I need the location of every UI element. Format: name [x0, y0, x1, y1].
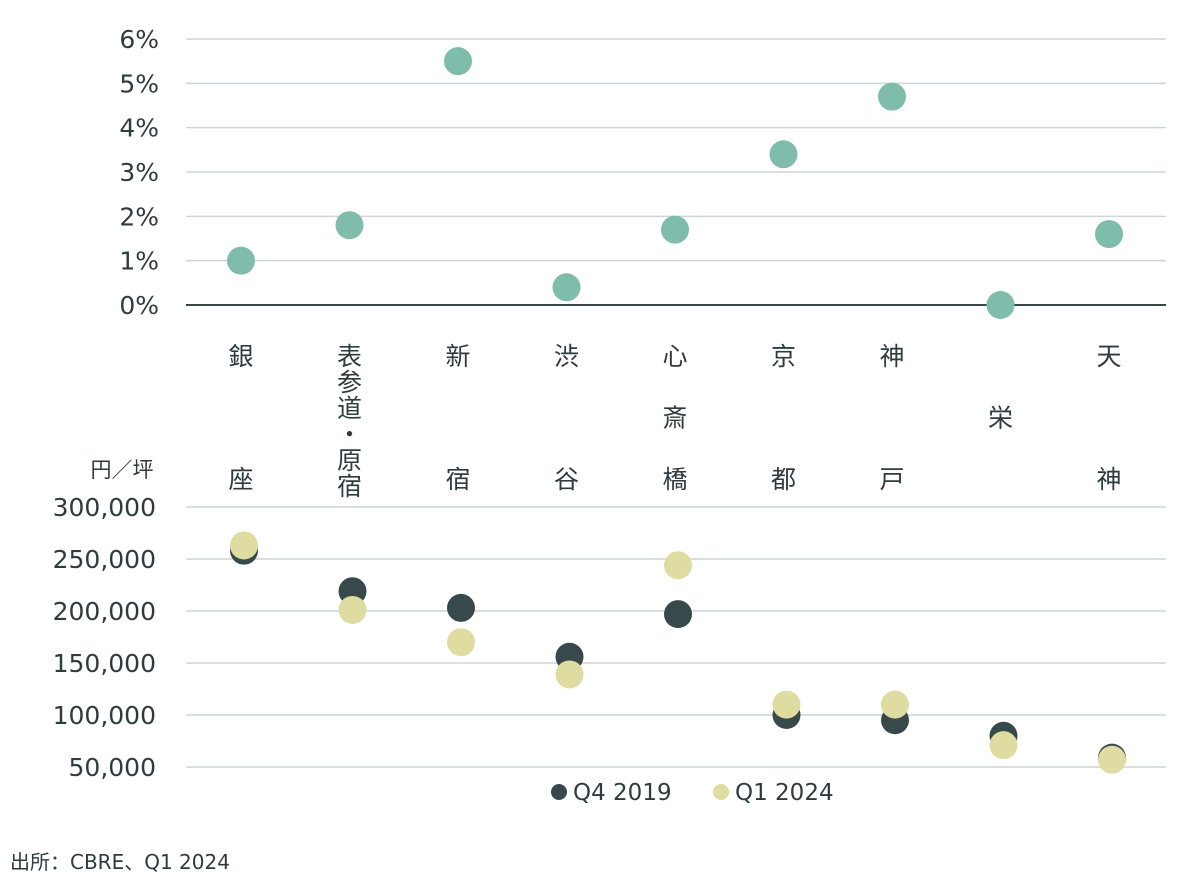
top-point-1	[335, 211, 364, 240]
top-chart-y-axis: 6% 5% 4% 3% 2% 1% 0%	[119, 25, 159, 320]
bottom-y-tick-label: 200,000	[53, 597, 156, 626]
top-point-3	[552, 273, 581, 302]
bottom-y-tick-label: 150,000	[53, 649, 156, 678]
legend: Q4 2019 Q1 2024	[551, 780, 834, 806]
bottom-point-Q1-2024-4	[664, 551, 692, 580]
top-chart-grid	[186, 38, 1166, 306]
top-y-tick-label: 1%	[119, 247, 159, 276]
legend-label-q4-2019: Q4 2019	[573, 780, 672, 806]
category-label-0: 銀座	[228, 342, 253, 494]
top-y-tick-label: 0%	[119, 291, 159, 320]
category-label-7: 栄	[988, 404, 1013, 433]
bottom-point-Q1-2024-5	[772, 690, 801, 719]
top-point-7	[986, 291, 1015, 319]
top-point-5	[769, 140, 798, 169]
source-note: 出所：CBRE、Q1 2024	[10, 850, 230, 874]
bottom-chart-unit-label: 円／坪	[91, 458, 154, 482]
top-point-4	[661, 215, 689, 244]
legend-swatch-q1-2024	[713, 784, 729, 800]
category-label-4: 心斎橋	[662, 342, 687, 494]
bottom-point-Q1-2024-2	[447, 628, 475, 657]
bottom-chart-grid	[186, 506, 1166, 768]
bottom-chart-y-axis: 300,000 250,000 200,000 150,000 100,000 50,00…	[53, 493, 156, 782]
top-y-tick-label: 5%	[119, 69, 159, 98]
top-point-2	[444, 47, 472, 76]
bottom-point-Q4-2019-4	[664, 600, 692, 629]
top-point-8	[1095, 220, 1123, 249]
bottom-point-Q1-2024-1	[338, 595, 367, 624]
category-label-1: 表参道・原宿	[337, 342, 362, 501]
top-y-tick-label: 6%	[119, 25, 159, 54]
bottom-point-Q1-2024-0	[230, 531, 258, 560]
bottom-point-Q1-2024-6	[881, 690, 909, 719]
top-y-tick-label: 4%	[119, 114, 159, 143]
bottom-chart-points	[230, 531, 1126, 774]
bottom-point-Q1-2024-7	[989, 731, 1018, 760]
bottom-y-tick-label: 250,000	[53, 545, 156, 574]
top-point-0	[227, 246, 255, 275]
legend-label-q1-2024: Q1 2024	[735, 780, 834, 806]
bottom-y-tick-label: 100,000	[53, 701, 156, 730]
category-label-5: 京都	[771, 342, 796, 494]
bottom-point-Q4-2019-2	[447, 593, 475, 622]
bottom-y-tick-label: 300,000	[53, 493, 156, 522]
bottom-y-tick-label: 50,000	[69, 753, 156, 782]
top-point-6	[878, 82, 906, 111]
bottom-point-Q1-2024-3	[555, 660, 584, 689]
top-chart-points	[227, 47, 1123, 319]
bottom-point-Q1-2024-8	[1098, 745, 1126, 774]
category-label-6: 神戸	[879, 342, 904, 494]
legend-swatch-q4-2019	[551, 784, 567, 800]
category-label-3: 渋谷	[554, 342, 579, 494]
top-y-tick-label: 2%	[119, 202, 159, 231]
category-label-8: 天神	[1096, 342, 1121, 494]
top-y-tick-label: 3%	[119, 158, 159, 187]
category-label-2: 新宿	[445, 342, 470, 494]
